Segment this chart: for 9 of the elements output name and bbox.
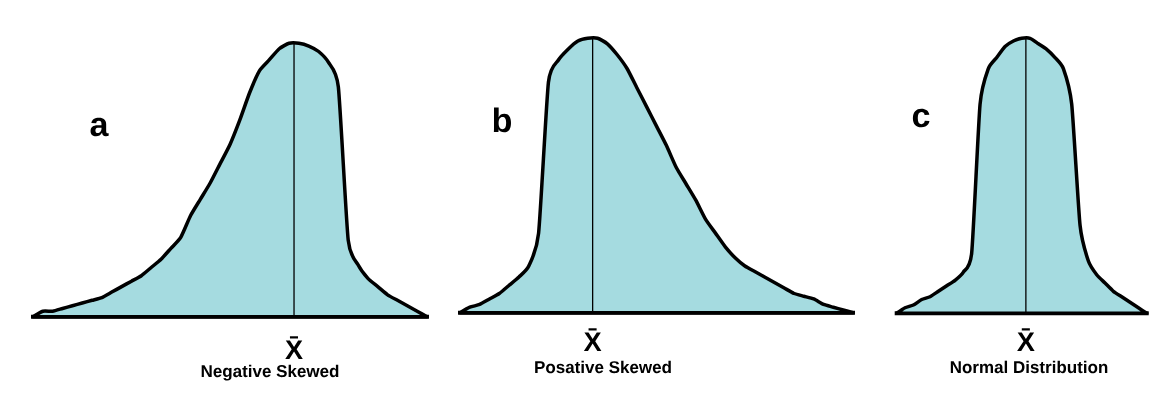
- text: a: [90, 117, 109, 137]
- x-axis-title: Normal Distribution: [950, 360, 1108, 374]
- text: b: [493, 107, 511, 133]
- text: c: [912, 108, 930, 128]
- text: X̄: [1017, 328, 1035, 351]
- text: X̄: [285, 336, 303, 359]
- text: X̄: [583, 328, 602, 351]
- x-axis-title: Negative Skewed: [201, 364, 339, 381]
- x-axis-title: Posative Skewed: [535, 360, 671, 374]
